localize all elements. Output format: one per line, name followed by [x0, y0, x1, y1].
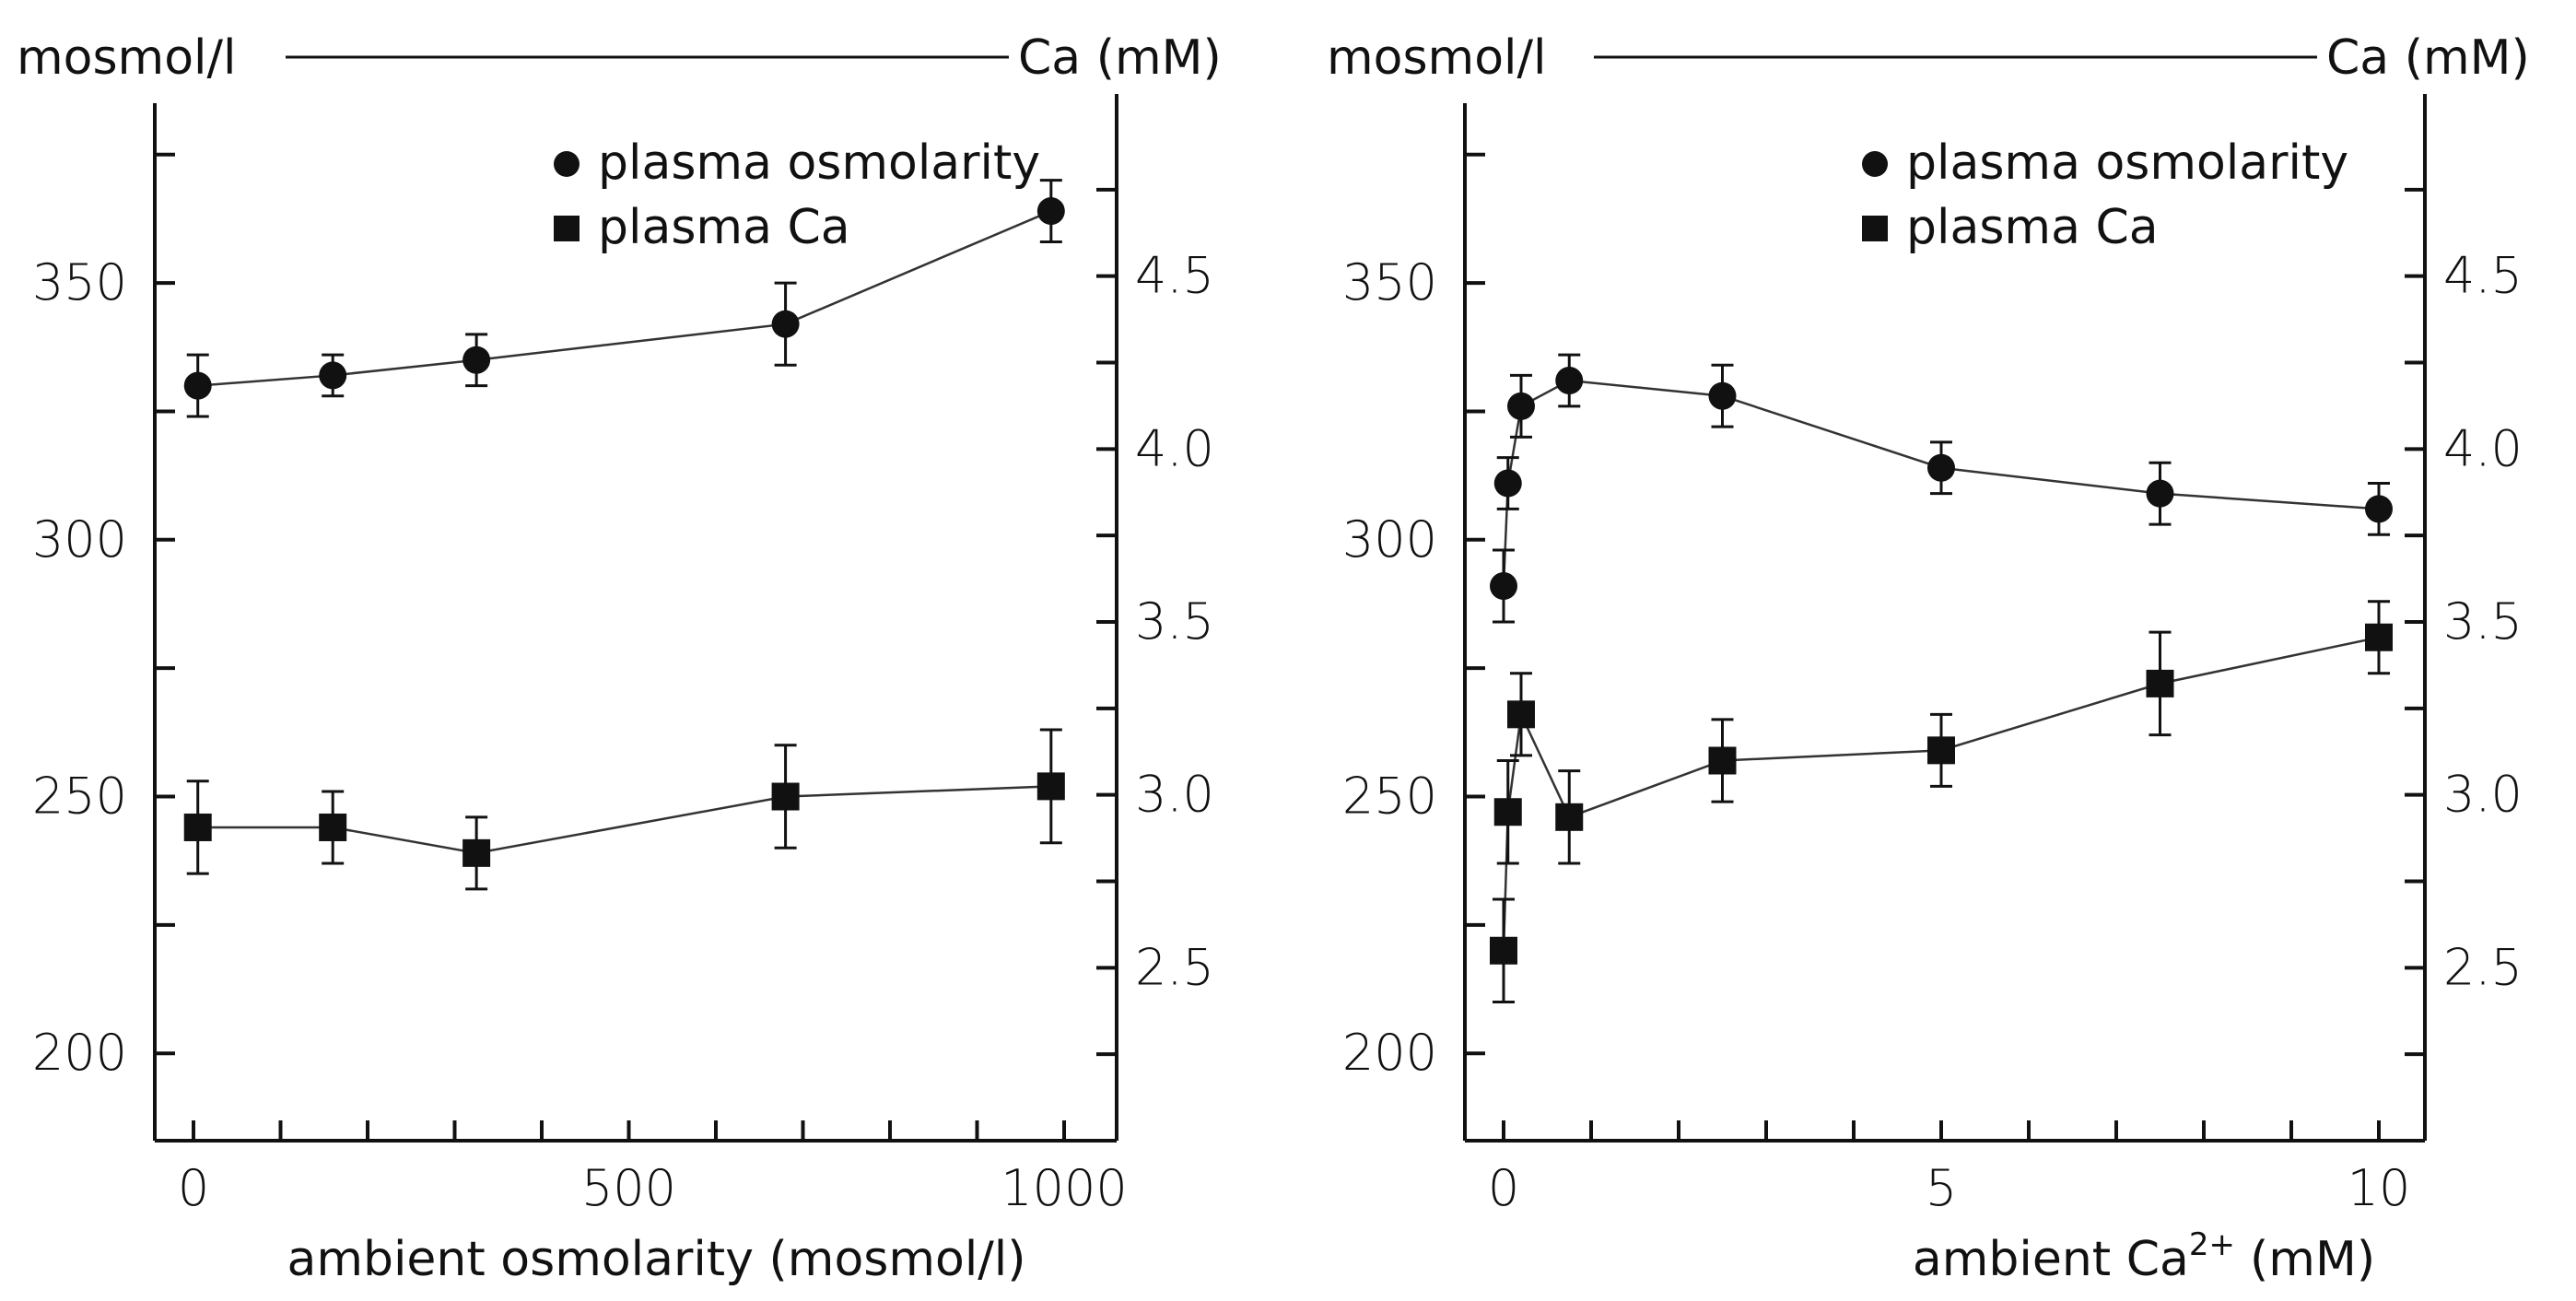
data-point-square: [1555, 803, 1584, 831]
data-point-square: [1036, 772, 1065, 801]
left-y-tick-label: 300: [1342, 510, 1437, 568]
data-point-square: [2146, 669, 2174, 697]
data-point-circle: [1555, 367, 1584, 395]
data-point-circle: [183, 371, 212, 400]
left-y-tick-label: 200: [32, 1024, 127, 1082]
x-axis-title: ambient osmolarity (mosmol/l): [287, 1232, 1025, 1287]
right-y-tick-label: 4.0: [1135, 419, 1214, 477]
data-point-square: [183, 813, 212, 841]
data-point-square: [319, 813, 347, 841]
x-tick-label: 10: [2348, 1159, 2411, 1217]
x-tick-label: 1000: [1001, 1159, 1127, 1217]
legend-marker-square: [1862, 216, 1888, 241]
left-y-tick-label: 250: [1342, 768, 1437, 826]
series-line-calcium: [1502, 636, 2380, 951]
right-y-tick-label: 3.5: [2443, 592, 2523, 650]
data-point-square: [1507, 700, 1535, 729]
left-unit-label: mosmol/l: [17, 30, 236, 86]
x-axis-title: ambient Ca2+ (mM): [1913, 1226, 2375, 1287]
legend-label: plasma Ca: [1906, 200, 2159, 255]
data-point-square: [2365, 623, 2393, 651]
data-point-square: [1927, 736, 1955, 765]
data-point-circle: [2146, 479, 2174, 508]
data-point-square: [1490, 936, 1517, 965]
x-tick-label: 5: [1926, 1159, 1957, 1217]
x-axis-title-text: ambient Ca: [1913, 1232, 2189, 1287]
data-point-circle: [319, 361, 347, 390]
data-point-circle: [1927, 453, 1955, 482]
data-point-circle: [463, 346, 491, 374]
legend-label: plasma osmolarity: [598, 135, 1040, 191]
right-y-tick-label: 3.0: [2443, 766, 2523, 824]
data-point-circle: [1493, 469, 1522, 498]
data-point-circle: [1507, 392, 1535, 420]
left-y-tick-label: 300: [32, 510, 127, 568]
data-point-circle: [771, 310, 800, 338]
legend-label: plasma osmolarity: [1906, 135, 2348, 191]
chart-panel-osmolarity: mosmol/l Ca (mM) 200 250 300 350 2.5 3.0 3.5 4.0 4…: [17, 30, 1222, 1287]
legend-marker-square: [554, 216, 580, 241]
x-axis-title-text: ambient osmolarity (mosmol/l): [287, 1232, 1025, 1287]
left-y-tick-label: 350: [1342, 253, 1437, 311]
left-y-tick-label: 350: [32, 253, 127, 311]
legend-marker-circle: [1862, 151, 1888, 177]
data-point-square: [463, 838, 491, 867]
right-y-tick-label: 4.5: [1135, 247, 1214, 305]
right-unit-label: Ca (mM): [2326, 30, 2530, 86]
data-point-square: [1708, 746, 1737, 775]
right-y-tick-label: 3.0: [1135, 766, 1214, 824]
left-y-tick-label: 250: [32, 768, 127, 826]
right-y-tick-label: 2.5: [1135, 938, 1214, 996]
right-y-tick-label: 3.5: [1135, 592, 1214, 650]
right-y-tick-label: 4.5: [2443, 247, 2523, 305]
left-y-tick-label: 200: [1342, 1024, 1437, 1082]
data-point-circle: [1490, 571, 1517, 600]
legend-marker-circle: [554, 151, 580, 177]
legend-label: plasma Ca: [598, 200, 850, 255]
right-unit-label: Ca (mM): [1018, 30, 1222, 86]
x-tick-label: 0: [1488, 1159, 1519, 1217]
data-point-square: [771, 782, 800, 811]
data-point-circle: [2365, 495, 2393, 523]
x-axis-title-unit: (mM): [2250, 1232, 2375, 1287]
right-y-tick-label: 2.5: [2443, 938, 2523, 996]
left-unit-label: mosmol/l: [1327, 30, 1546, 86]
data-point-square: [1493, 798, 1522, 826]
chart-panel-calcium: mosmol/l Ca (mM) 200 250 300 350 2.5 3.0 3.5 4.0 4…: [1327, 30, 2530, 1287]
right-y-tick-label: 4.0: [2443, 419, 2523, 477]
data-point-circle: [1708, 381, 1737, 410]
x-tick-label: 0: [178, 1159, 209, 1217]
data-point-circle: [1036, 197, 1065, 226]
x-tick-label: 500: [581, 1159, 676, 1217]
x-axis-title-superscript: 2+: [2189, 1226, 2235, 1263]
